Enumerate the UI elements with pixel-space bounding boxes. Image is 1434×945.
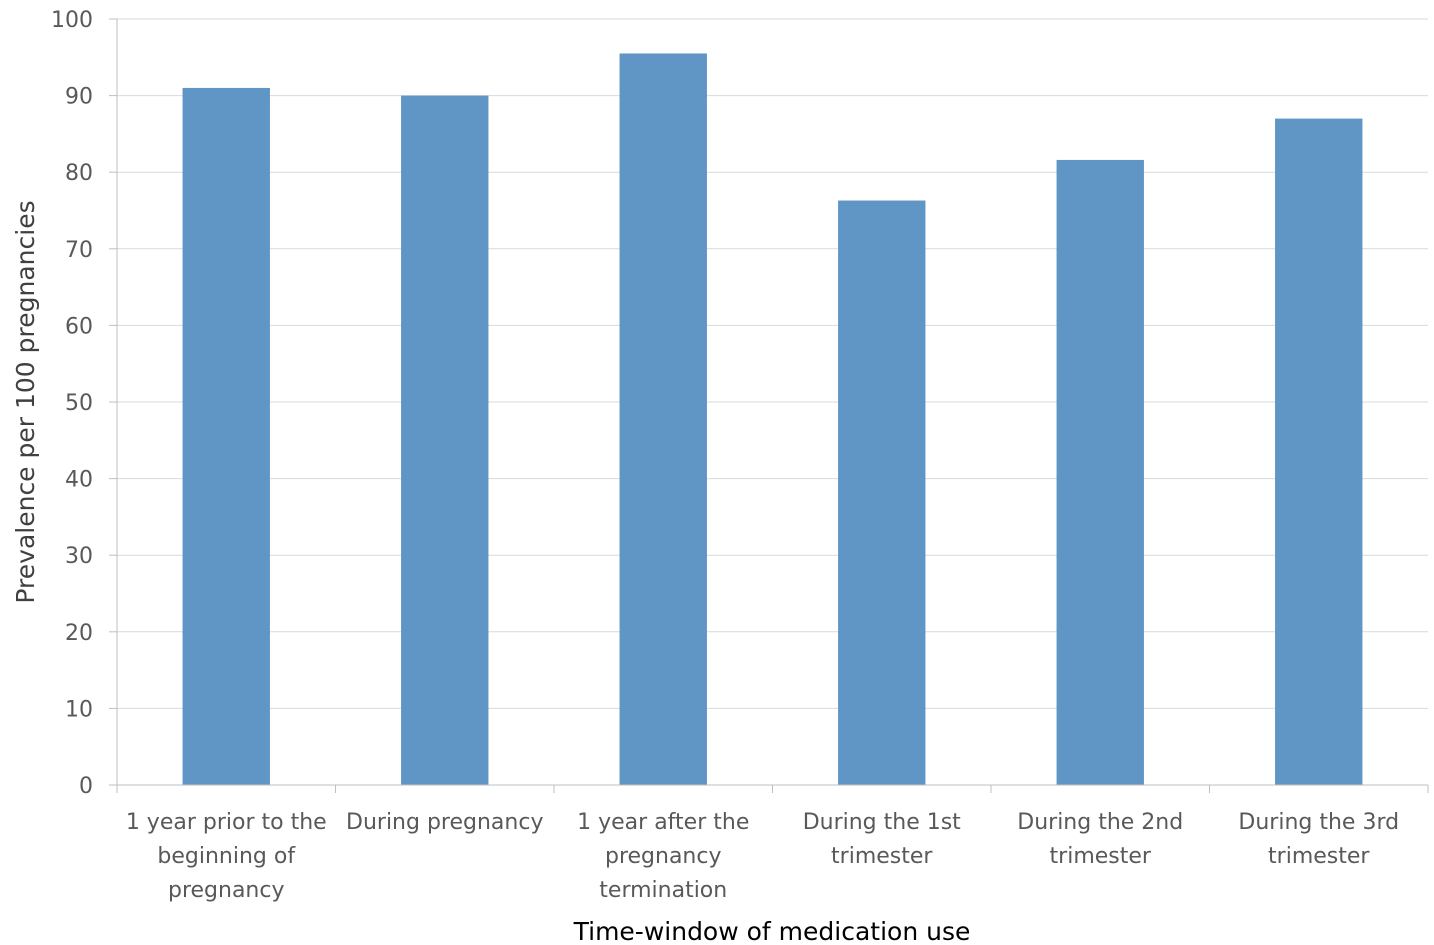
bars	[182, 53, 1363, 786]
x-tick-label: During the 1st	[803, 810, 961, 835]
x-tick-label: During the 2nd	[1017, 810, 1183, 835]
x-axis-title: Time-window of medication use	[573, 917, 971, 945]
bar	[401, 95, 489, 786]
x-tick-label: termination	[599, 878, 727, 903]
y-tick-label: 100	[51, 8, 93, 33]
y-tick-label: 40	[65, 468, 93, 493]
y-tick-label: 50	[65, 391, 93, 416]
x-tick-label: During the 3rd	[1238, 810, 1399, 835]
x-tick-label: trimester	[1268, 844, 1370, 869]
axes	[116, 19, 1429, 793]
y-tick-label: 20	[65, 621, 93, 646]
y-tick-label: 80	[65, 161, 93, 186]
bar	[619, 53, 707, 786]
y-tick-label: 30	[65, 544, 93, 569]
bar	[182, 87, 270, 785]
x-tick-label: trimester	[1050, 844, 1152, 869]
y-tick-labels: 0 10 20 30 40 50 60 70 80 90 100	[51, 8, 93, 799]
y-tick-label: 90	[65, 85, 93, 110]
x-tick-label: trimester	[831, 844, 933, 869]
x-tick-label: 1 year after the	[577, 810, 749, 835]
bar	[838, 200, 926, 786]
gridlines	[109, 18, 1428, 786]
y-tick-label: 10	[65, 697, 93, 722]
x-tick-label: pregnancy	[605, 844, 722, 869]
y-tick-label: 70	[65, 238, 93, 263]
x-tick-label: beginning of	[157, 844, 296, 869]
x-tick-label: pregnancy	[168, 878, 285, 903]
x-tick-labels: 1 year prior to the beginning of pregnancy…	[126, 810, 1399, 903]
x-tick-label: During pregnancy	[346, 810, 543, 835]
y-tick-label: 60	[65, 314, 93, 339]
x-tick-label: 1 year prior to the	[126, 810, 327, 835]
bar	[1056, 159, 1144, 786]
y-axis-title: Prevalence per 100 pregnancies	[11, 200, 40, 603]
bar	[1275, 118, 1363, 785]
y-tick-label: 0	[79, 774, 93, 799]
